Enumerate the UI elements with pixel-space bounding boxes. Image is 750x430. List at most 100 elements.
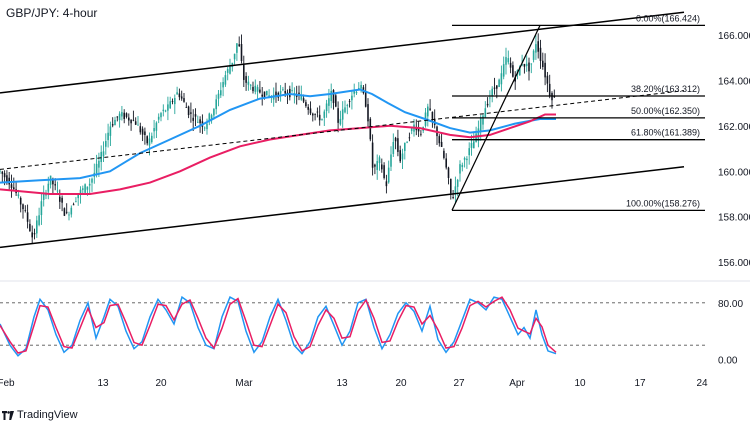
candle-body xyxy=(420,133,422,135)
candle-body xyxy=(364,92,367,107)
candle-body xyxy=(132,119,135,121)
candle-body xyxy=(544,62,546,78)
chart-title: GBP/JPY: 4-hour xyxy=(6,6,98,20)
candle-body xyxy=(107,132,109,141)
candle-body xyxy=(335,95,337,107)
candle-body xyxy=(473,141,475,149)
candle-body xyxy=(431,111,434,119)
candle-body xyxy=(316,111,319,113)
price-pane[interactable] xyxy=(0,11,705,249)
candle-body xyxy=(243,64,245,80)
time-tick-label: 20 xyxy=(395,378,407,389)
candle-body xyxy=(344,107,346,113)
candle-body xyxy=(3,173,6,178)
candle-body xyxy=(40,201,43,216)
time-tick-label: 13 xyxy=(97,378,109,389)
candle-body xyxy=(392,142,395,154)
candle-body xyxy=(369,118,372,140)
candle-body xyxy=(348,101,351,102)
footer-brand: TradingView xyxy=(17,409,78,421)
candle-body xyxy=(509,62,512,68)
candle-body xyxy=(79,189,82,195)
candle-body xyxy=(266,90,268,96)
candle-body xyxy=(82,188,84,190)
channel-midline[interactable] xyxy=(0,90,685,170)
channel-lower-line[interactable] xyxy=(0,165,685,249)
price-axis[interactable]: 156.000 158.000 160.000 162.000 164.000 166.0… xyxy=(718,31,750,269)
candle-body xyxy=(38,215,40,225)
stochastic-axis[interactable]: 0.00 80.00 xyxy=(718,299,743,367)
candle-body xyxy=(383,165,385,178)
candle-body xyxy=(399,150,401,162)
candle-body xyxy=(385,181,388,187)
candle-body xyxy=(151,135,153,143)
candle-body xyxy=(174,98,176,105)
candle-body xyxy=(100,151,102,163)
candle-body xyxy=(381,164,383,170)
candle-body xyxy=(496,85,498,89)
candle-body xyxy=(176,92,178,95)
tradingview-logo-icon xyxy=(2,410,14,420)
candle-body xyxy=(33,233,36,235)
time-axis[interactable]: Feb 13 20 Mar 13 20 27 Apr 10 17 24 xyxy=(0,378,708,389)
stoch-series-1 xyxy=(0,295,557,357)
candle-body xyxy=(72,204,75,206)
candle-body xyxy=(394,137,397,142)
candle-body xyxy=(63,208,66,216)
candle-body xyxy=(371,142,374,168)
candle-body xyxy=(125,113,128,117)
candle-body xyxy=(470,143,473,148)
candle-body xyxy=(88,183,91,186)
candle-body xyxy=(84,184,86,193)
fib-level-label: 38.20%(163.312) xyxy=(631,84,700,94)
candle-body xyxy=(387,167,390,183)
candle-body xyxy=(539,47,542,61)
time-tick-label: 13 xyxy=(336,378,348,389)
candle-body xyxy=(452,197,454,199)
candle-body xyxy=(521,64,523,66)
candle-body xyxy=(114,119,116,126)
candle-body xyxy=(321,119,323,120)
candle-body xyxy=(532,50,535,60)
candle-body xyxy=(408,137,411,139)
candle-body xyxy=(298,92,300,95)
time-tick-label: 27 xyxy=(453,378,465,389)
candle-body xyxy=(507,58,510,63)
candle-body xyxy=(459,164,461,174)
channel-upper-line[interactable] xyxy=(0,11,685,94)
candle-body xyxy=(116,116,119,118)
candle-body xyxy=(197,121,199,123)
price-tick-label: 158.000 xyxy=(718,213,750,224)
candle-body xyxy=(454,186,457,195)
fib-level-label: 0.00%(166.424) xyxy=(636,13,700,23)
candle-body xyxy=(263,91,266,98)
candle-body xyxy=(477,128,480,141)
stochastic-pane[interactable] xyxy=(0,295,705,357)
candle-body xyxy=(500,73,503,85)
candle-body xyxy=(222,82,224,88)
candle-body xyxy=(528,62,530,72)
candle-body xyxy=(505,57,507,65)
candle-body xyxy=(75,201,77,203)
candle-body xyxy=(238,44,240,47)
candle-body xyxy=(153,128,155,132)
candle-body xyxy=(475,133,477,142)
candle-body xyxy=(466,158,468,161)
candle-body xyxy=(17,194,20,197)
candle-body xyxy=(31,232,33,238)
candle-body xyxy=(417,128,420,132)
candle-body xyxy=(47,183,50,192)
candle-body xyxy=(208,113,211,122)
candle-body xyxy=(146,136,148,144)
candle-body xyxy=(121,112,123,117)
price-tick-label: 160.000 xyxy=(718,167,750,178)
price-tick-label: 164.000 xyxy=(718,76,750,87)
candle-body xyxy=(29,223,31,232)
candle-body xyxy=(130,119,132,124)
candle-body xyxy=(461,164,464,168)
candle-body xyxy=(68,214,70,216)
candle-body xyxy=(353,91,355,94)
candle-body xyxy=(537,41,539,52)
candle-body xyxy=(325,103,328,112)
